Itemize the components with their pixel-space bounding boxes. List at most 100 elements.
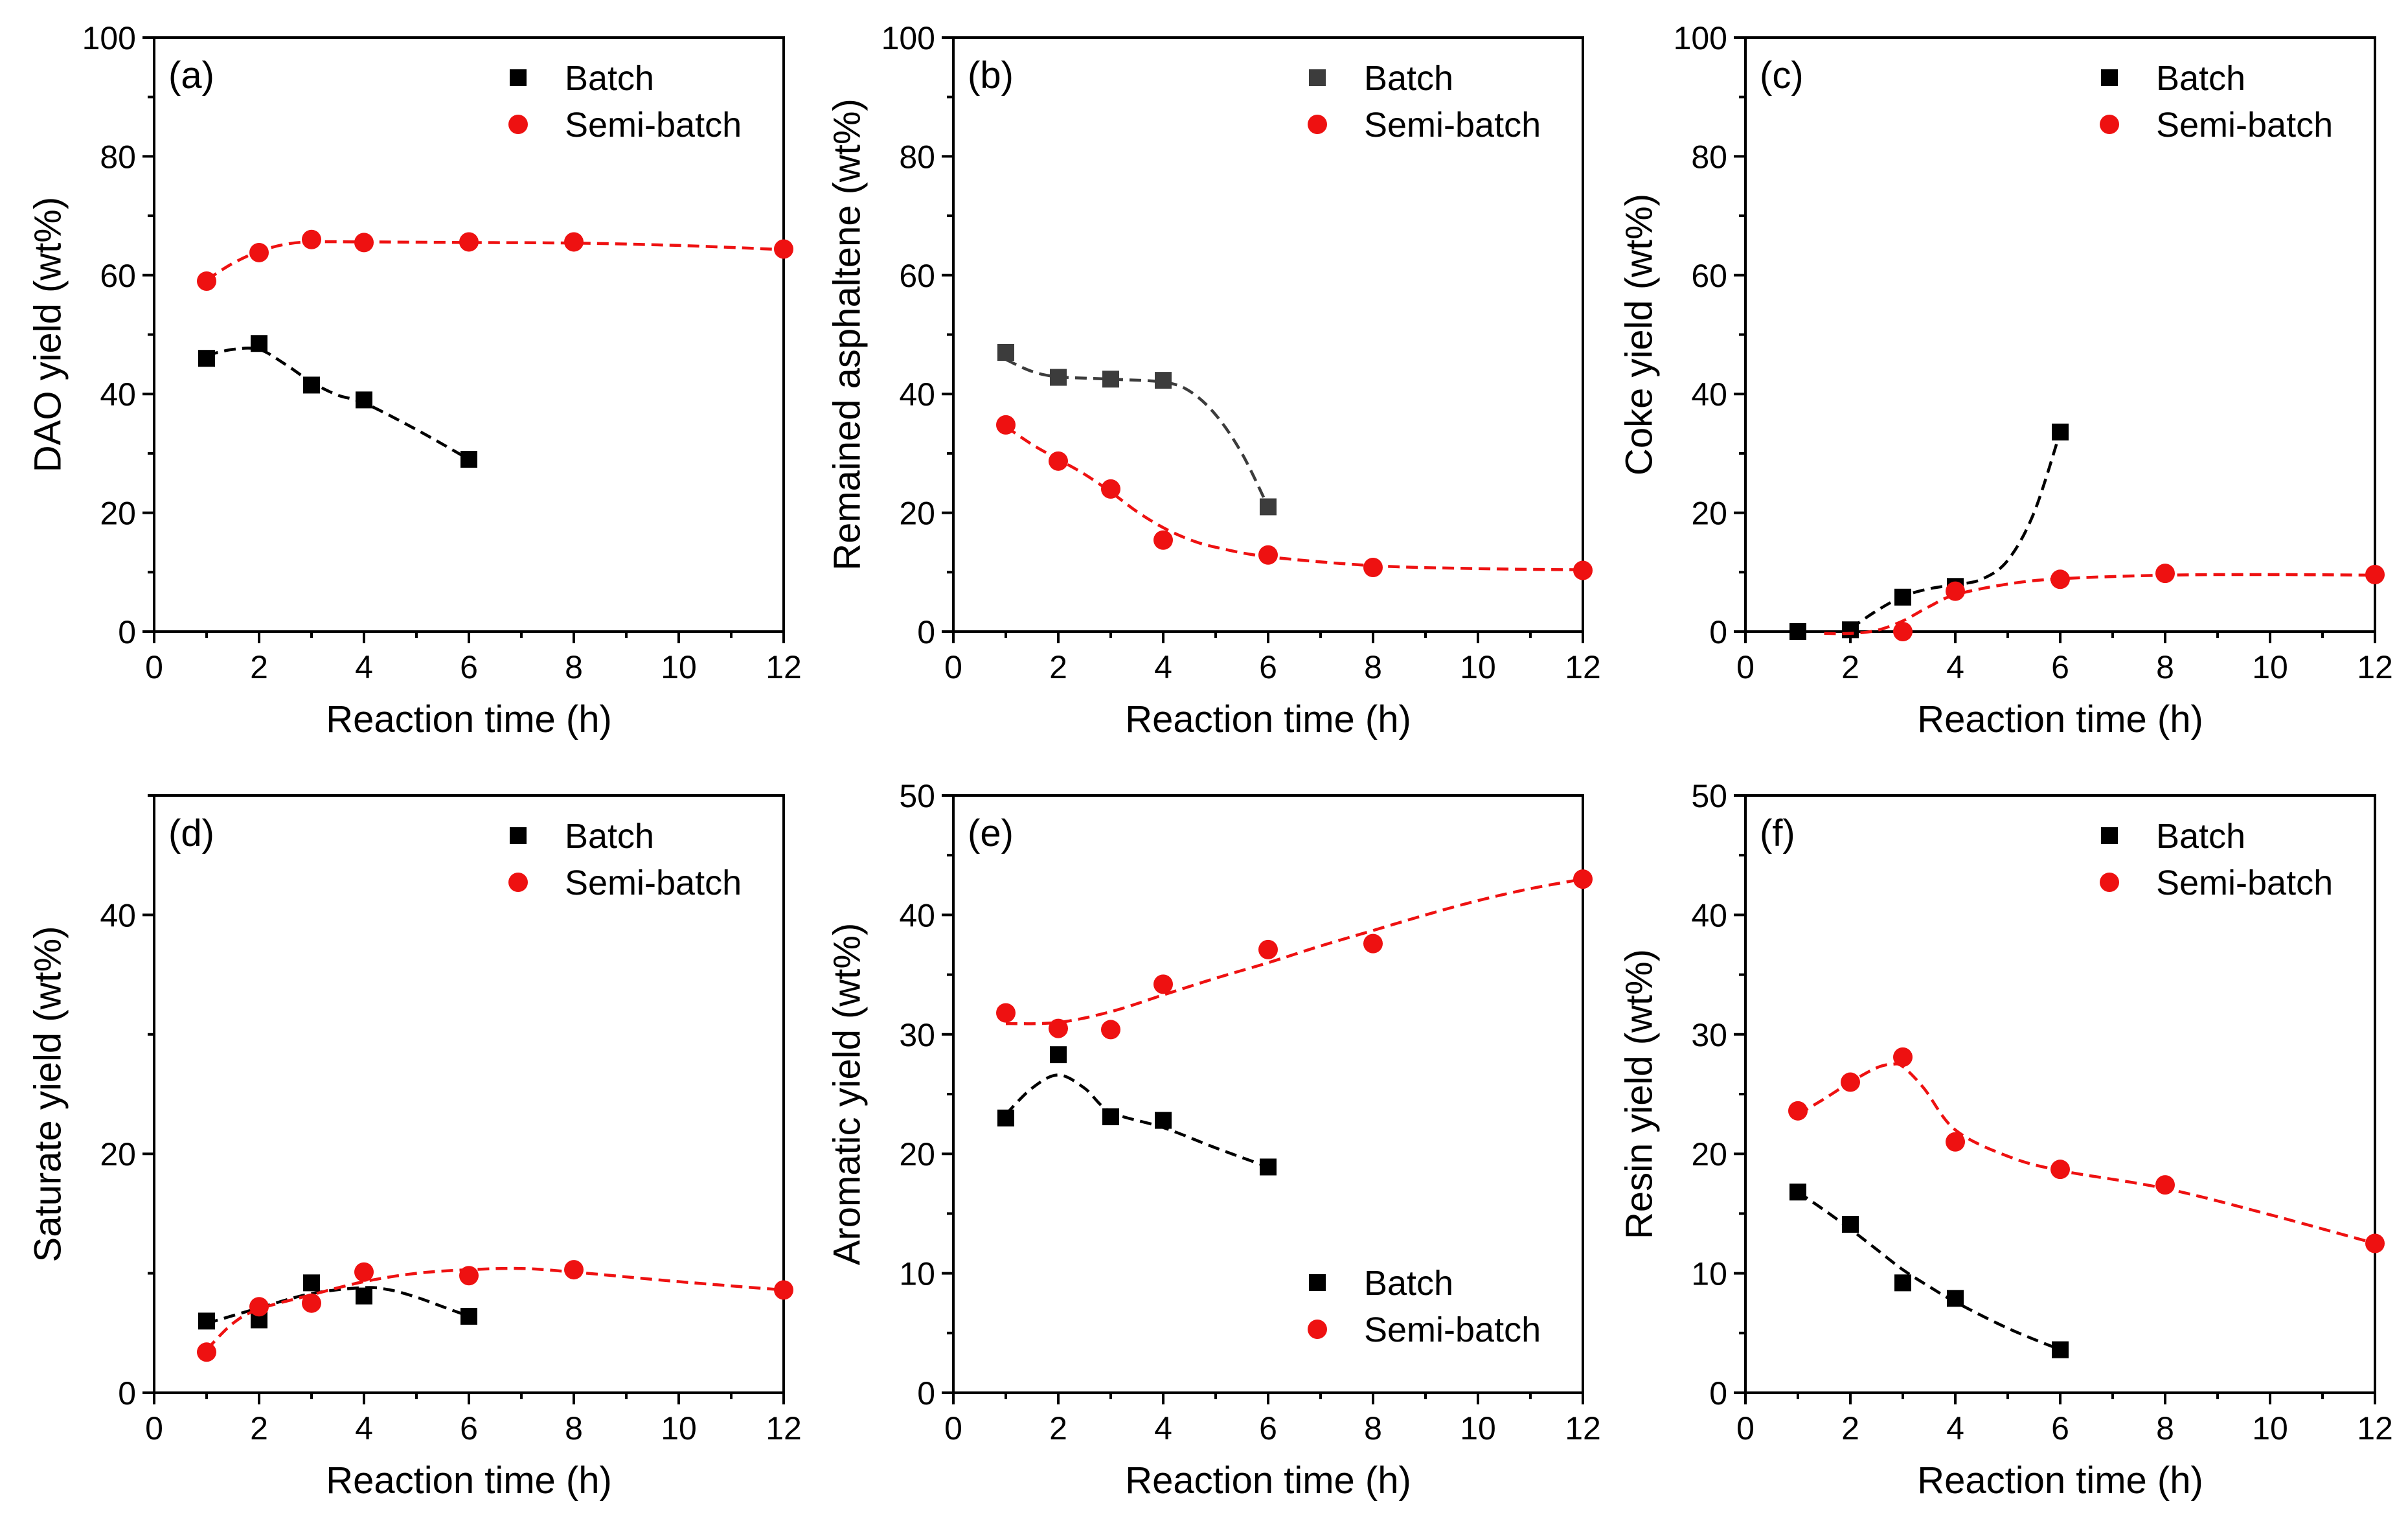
x-tick-label: 2 — [1049, 649, 1067, 685]
fit-curve — [206, 347, 470, 461]
data-point — [1946, 581, 1965, 601]
x-axis-title: Reaction time (h) — [326, 698, 612, 740]
data-point — [249, 1297, 269, 1317]
data-point — [460, 451, 477, 468]
data-point — [1102, 371, 1119, 388]
legend-label: Batch — [565, 817, 654, 856]
panel-label: (e) — [968, 812, 1014, 854]
panel-label: (d) — [168, 812, 214, 854]
y-tick-label: 0 — [118, 614, 136, 650]
data-point — [1050, 1046, 1067, 1064]
y-axis-title: Saturate yield (wt%) — [27, 926, 69, 1263]
y-tick-label: 80 — [899, 139, 935, 175]
data-point — [1101, 1020, 1120, 1040]
x-tick-label: 4 — [1154, 649, 1172, 685]
x-tick-label: 4 — [1154, 1410, 1172, 1447]
fit-curve — [205, 240, 784, 282]
data-point — [1946, 1132, 1965, 1152]
y-tick-label: 100 — [881, 20, 935, 56]
x-tick-label: 0 — [145, 649, 163, 685]
data-point — [996, 1003, 1016, 1023]
data-point — [997, 1109, 1014, 1126]
x-tick-label: 10 — [661, 649, 697, 685]
y-tick-label: 0 — [1709, 614, 1727, 650]
data-point — [251, 335, 267, 352]
data-point — [302, 1293, 321, 1313]
data-point — [1260, 1158, 1277, 1176]
x-tick-label: 12 — [2357, 1410, 2393, 1447]
x-tick-label: 12 — [1565, 649, 1601, 685]
y-tick-label: 10 — [899, 1256, 935, 1292]
series-batch — [1789, 1184, 2069, 1358]
x-tick-label: 0 — [1736, 649, 1755, 685]
data-point — [1894, 588, 1911, 606]
legend-label: Semi-batch — [1364, 106, 1541, 144]
data-point — [303, 1274, 320, 1292]
series-semi-batch — [197, 229, 793, 291]
data-point — [1894, 1274, 1911, 1292]
x-tick-label: 8 — [1364, 1410, 1382, 1447]
legend-label: Batch — [2156, 59, 2245, 98]
y-tick-label: 100 — [1674, 20, 1727, 56]
legend-label: Batch — [1364, 59, 1453, 98]
y-tick-label: 60 — [100, 258, 136, 294]
data-point — [460, 1307, 477, 1325]
data-point — [774, 1280, 793, 1300]
data-point — [197, 271, 216, 291]
legend-marker — [1309, 69, 1326, 86]
y-tick-label: 0 — [917, 614, 935, 650]
data-point — [303, 376, 320, 394]
data-point — [356, 1287, 372, 1305]
legend-marker — [2101, 69, 2118, 86]
legend-label: Semi-batch — [2156, 863, 2333, 902]
y-tick-label: 40 — [100, 897, 136, 933]
x-tick-label: 6 — [460, 649, 478, 685]
y-tick-label: 0 — [917, 1375, 935, 1412]
data-point — [1789, 623, 1806, 640]
data-point — [1842, 621, 1859, 639]
legend-marker — [2100, 115, 2119, 134]
y-tick-label: 40 — [100, 376, 136, 413]
x-axis-title: Reaction time (h) — [1125, 1459, 1411, 1502]
chart-panel-c: 0 2 4 6 8 10 12 0 20 40 60 80 100 Reaction time (h) Co… — [1618, 20, 2392, 740]
data-point — [356, 391, 372, 409]
y-tick-label: 20 — [1691, 496, 1727, 532]
data-point — [2050, 569, 2070, 589]
fit-curve — [1849, 431, 2062, 630]
data-point — [1893, 622, 1913, 641]
y-tick-label: 20 — [100, 496, 136, 532]
data-point — [1258, 545, 1278, 565]
legend-marker — [1309, 1274, 1326, 1291]
chart-panel-b: 0 2 4 6 8 10 12 0 20 40 60 80 100 Reaction time (h) Re… — [826, 20, 1600, 740]
x-axis-title: Reaction time (h) — [1125, 698, 1411, 740]
legend-label: Semi-batch — [1364, 1310, 1541, 1349]
data-point — [354, 1262, 374, 1282]
data-point — [1842, 1215, 1859, 1233]
y-tick-label: 0 — [118, 1375, 136, 1412]
series-semi-batch — [1824, 564, 2385, 641]
data-point — [459, 232, 479, 252]
x-tick-label: 2 — [1841, 649, 1859, 685]
y-axis-title: Remained asphaltene (wt%) — [826, 98, 868, 571]
data-point — [2155, 564, 2175, 584]
x-tick-label: 12 — [2357, 649, 2393, 685]
legend-marker — [1308, 1320, 1327, 1339]
fit-curve — [1797, 1191, 2061, 1351]
legend-label: Semi-batch — [565, 863, 742, 902]
x-tick-label: 2 — [1049, 1410, 1067, 1447]
data-point — [1893, 1047, 1913, 1067]
x-axis-title: Reaction time (h) — [326, 1459, 612, 1502]
data-point — [2365, 564, 2385, 584]
x-tick-label: 4 — [355, 649, 373, 685]
y-tick-label: 50 — [899, 778, 935, 814]
panel-label: (a) — [168, 54, 214, 97]
fit-curve — [206, 1286, 470, 1325]
y-tick-label: 80 — [1691, 139, 1727, 175]
y-tick-label: 60 — [1691, 258, 1727, 294]
x-tick-label: 12 — [766, 649, 802, 685]
data-point — [1789, 1184, 1806, 1201]
data-point — [1155, 1112, 1172, 1129]
data-point — [354, 233, 374, 253]
x-tick-label: 10 — [1460, 1410, 1496, 1447]
